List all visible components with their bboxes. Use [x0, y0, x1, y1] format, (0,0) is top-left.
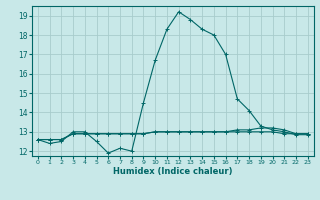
X-axis label: Humidex (Indice chaleur): Humidex (Indice chaleur)	[113, 167, 233, 176]
